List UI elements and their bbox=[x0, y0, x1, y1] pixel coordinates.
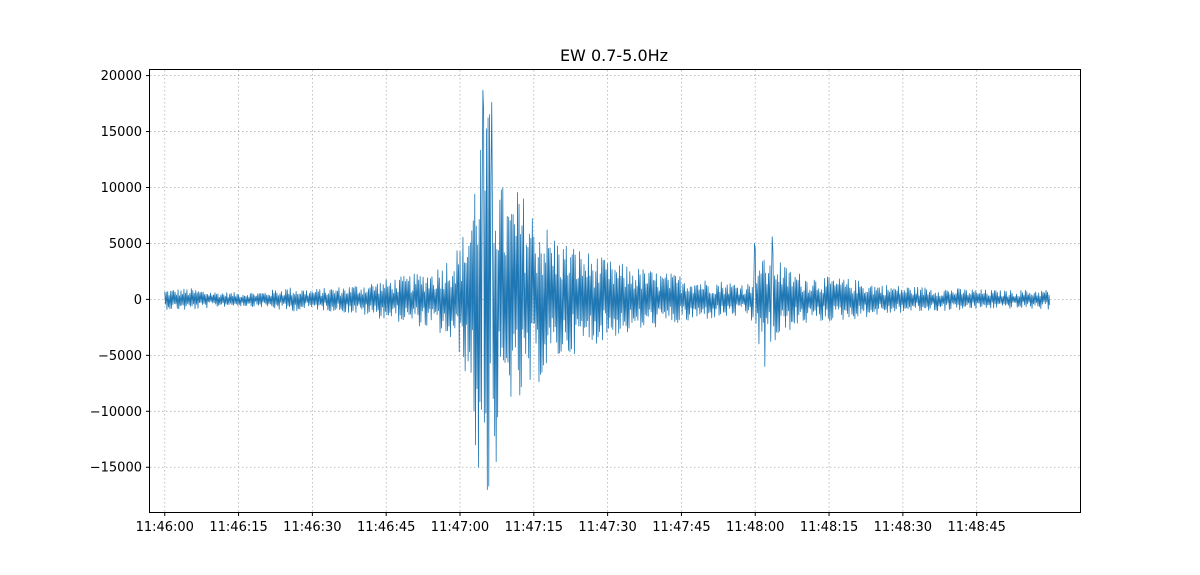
waveform-trace bbox=[164, 89, 1051, 491]
y-tick-label: 5000 bbox=[109, 237, 142, 252]
y-tick-label: 20000 bbox=[101, 69, 142, 84]
chart-title: EW 0.7-5.0Hz bbox=[560, 46, 668, 65]
y-tick-label: 15000 bbox=[101, 125, 142, 140]
x-tick-label: 11:47:30 bbox=[578, 520, 636, 535]
x-tick-label: 11:48:15 bbox=[800, 520, 858, 535]
y-tick-label: −5000 bbox=[98, 349, 142, 364]
y-tick-label: −10000 bbox=[90, 405, 142, 420]
y-axis: 20000 15000 10000 5000 0 −5000 −10000 −15000 bbox=[90, 69, 150, 476]
x-tick-label: 11:46:00 bbox=[136, 520, 194, 535]
x-tick-label: 11:47:45 bbox=[652, 520, 710, 535]
x-tick-label: 11:46:45 bbox=[357, 520, 415, 535]
plot-frame bbox=[149, 69, 1081, 513]
x-tick-label: 11:46:30 bbox=[283, 520, 341, 535]
y-tick-label: 10000 bbox=[101, 181, 142, 196]
x-tick-label: 11:48:00 bbox=[726, 520, 784, 535]
y-tick-label: −15000 bbox=[90, 461, 142, 476]
y-tick-label: 0 bbox=[134, 293, 142, 308]
x-tick-label: 11:47:00 bbox=[431, 520, 489, 535]
x-tick-label: 11:47:15 bbox=[505, 520, 563, 535]
x-tick-label: 11:46:15 bbox=[209, 520, 267, 535]
trace-area bbox=[164, 89, 1051, 491]
x-tick-label: 11:48:30 bbox=[874, 520, 932, 535]
x-axis: 11:46:00 11:46:15 11:46:30 11:46:45 11:47:00… bbox=[136, 512, 1006, 535]
x-tick-label: 11:48:45 bbox=[947, 520, 1005, 535]
